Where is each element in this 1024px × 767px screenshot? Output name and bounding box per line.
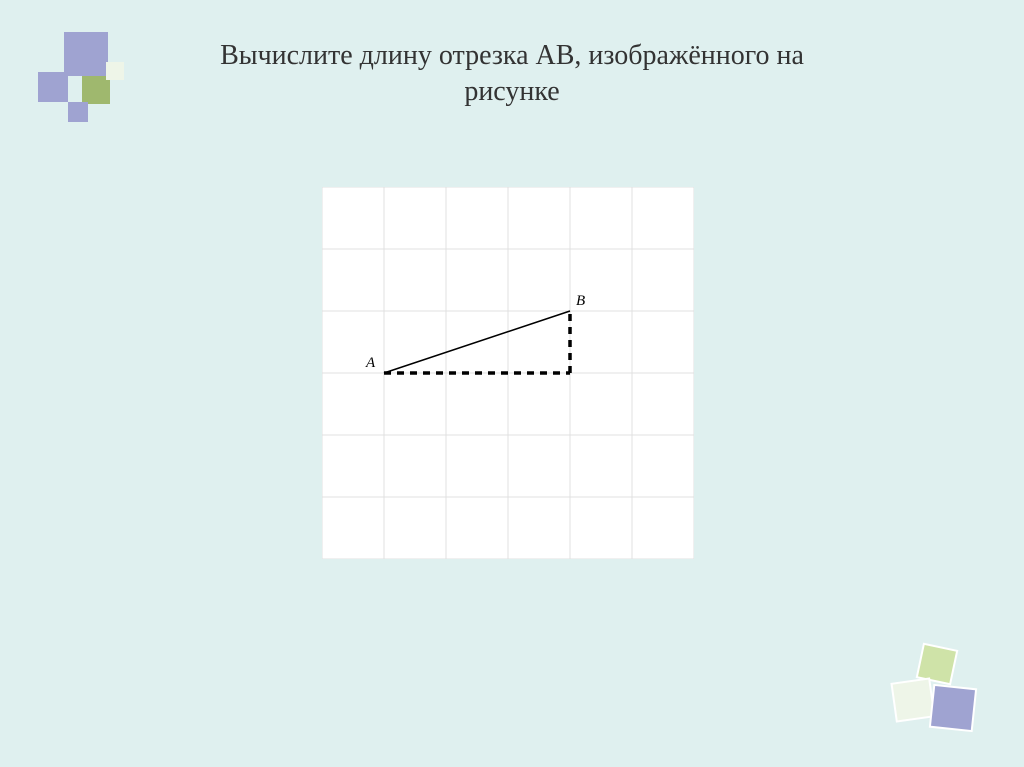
decoration-top-left xyxy=(20,14,150,144)
title-line1: Вычислите длину отрезка АВ, изображённог… xyxy=(220,40,804,71)
point-label-A: A xyxy=(365,355,376,371)
point-label-B: B xyxy=(576,293,585,309)
title-line2: рисунке xyxy=(464,76,559,107)
grid-figure: AB xyxy=(322,187,694,559)
decoration-bottom-right xyxy=(874,629,994,749)
